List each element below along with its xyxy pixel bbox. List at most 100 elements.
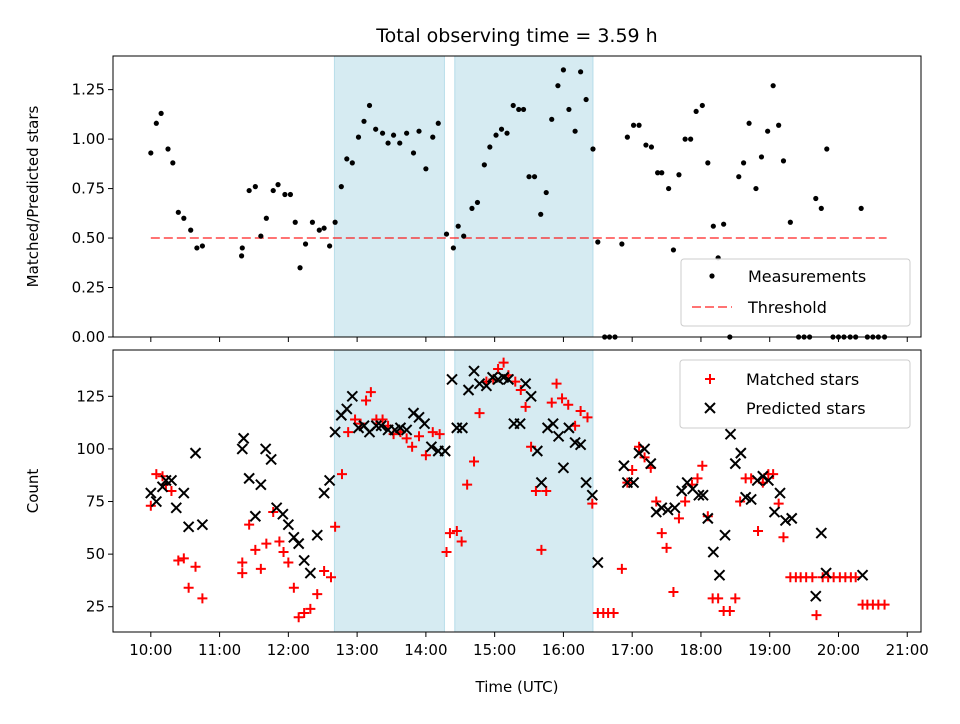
measurement-point <box>474 199 481 206</box>
y-tick-label: 125 <box>76 387 105 405</box>
chart-title: Total observing time = 3.59 h <box>375 25 657 47</box>
measurement-point <box>493 132 499 138</box>
predicted-star-point <box>265 453 277 466</box>
predicted-star-point <box>150 495 163 508</box>
measurement-point <box>270 187 276 194</box>
matched-star-point <box>319 565 330 576</box>
measurement-point <box>404 130 410 136</box>
measurement-point <box>583 96 589 103</box>
predicted-star-point <box>702 512 714 525</box>
matched-star-point <box>730 593 741 604</box>
measurement-point <box>455 223 461 229</box>
predicted-star-point <box>145 487 157 499</box>
measurement-point <box>510 102 516 109</box>
measurement-point <box>560 67 567 73</box>
predicted-star-point <box>563 422 575 434</box>
predicted-star-point <box>557 462 570 474</box>
matched-star-point <box>713 593 724 604</box>
measurement-point <box>487 144 493 150</box>
measurement-point <box>699 102 705 109</box>
matched-star-point <box>330 521 341 532</box>
predicted-star-point <box>346 390 359 403</box>
predicted-star-point <box>277 508 289 520</box>
measurement-point <box>566 106 572 113</box>
measurement-point <box>624 134 630 140</box>
predicted-star-point <box>304 567 317 579</box>
predicted-star-point <box>189 447 202 459</box>
measurement-point <box>549 116 555 122</box>
predicted-star-point <box>502 373 515 386</box>
predicted-star-point <box>810 590 822 602</box>
predicted-star-point <box>547 417 559 430</box>
legend-box <box>679 359 911 429</box>
matched-star-point <box>546 397 557 408</box>
matched-star-point <box>261 538 272 549</box>
matched-star-point <box>520 401 531 412</box>
matched-star-point <box>692 473 703 484</box>
matched-star-point <box>278 547 289 558</box>
matched-star-point <box>420 450 431 461</box>
predicted-star-point <box>779 514 792 527</box>
matched-star-point <box>768 469 779 480</box>
measurement-point <box>469 205 475 211</box>
measurement-point <box>595 239 601 245</box>
matched-star-point <box>244 519 255 530</box>
matched-star-point <box>469 456 480 467</box>
measurement-point <box>655 170 661 176</box>
predicted-star-point <box>580 476 592 489</box>
predicted-star-point <box>768 506 781 518</box>
y-tick-label: 1.25 <box>72 81 105 99</box>
matched-star-point <box>237 568 248 579</box>
measurement-point <box>636 122 642 128</box>
legend-measurements-marker <box>709 273 715 279</box>
x-tick-label: 20:00 <box>817 641 860 659</box>
predicted-star-point <box>669 502 681 514</box>
y-tick-label: 0.50 <box>72 229 105 247</box>
measurement-point <box>153 120 159 126</box>
measurement-point <box>385 140 391 146</box>
matched-star-point <box>325 572 336 583</box>
matched-star-point <box>283 557 294 568</box>
measurement-point <box>199 243 205 249</box>
predicted-star-point <box>531 445 543 457</box>
predicted-star-point <box>311 529 323 541</box>
matched-star-point <box>190 561 201 572</box>
predicted-star-point <box>439 445 451 457</box>
measurement-point <box>170 160 176 166</box>
predicted-star-point <box>255 478 267 491</box>
measurement-point <box>181 215 187 221</box>
matched-star-point <box>656 528 667 539</box>
measurement-point <box>165 146 171 152</box>
measurement-point <box>194 245 200 251</box>
predicted-star-point <box>237 432 250 445</box>
predicted-star-point <box>288 531 300 544</box>
matched-star-point <box>661 542 672 553</box>
matched-star-point <box>498 357 509 368</box>
predicted-star-point <box>645 457 657 470</box>
predicted-star-point <box>468 365 480 377</box>
measurement-point <box>555 83 561 89</box>
predicted-star-point <box>525 390 537 403</box>
matched-star-point <box>753 525 764 536</box>
measurement-point <box>520 106 527 113</box>
predicted-star-point <box>259 443 272 455</box>
measurement-point <box>504 130 510 136</box>
axes-frame <box>112 349 922 633</box>
predicted-star-point <box>856 569 869 581</box>
measurement-point <box>516 106 522 113</box>
measurement-point <box>282 191 288 198</box>
legend: Measurements Threshold <box>680 258 911 327</box>
y-axis-label: Matched/Predicted stars <box>24 106 42 288</box>
matched-star-point <box>173 555 184 566</box>
measurement-point <box>643 142 649 148</box>
predicted-star-point <box>786 512 798 525</box>
matched-star-point <box>551 378 562 389</box>
predicted-star-point <box>552 430 565 442</box>
measurement-point <box>416 128 422 134</box>
y-tick-label: 50 <box>86 545 105 563</box>
measurement-point <box>423 166 429 172</box>
measurement-point <box>676 172 682 178</box>
y-tick-label: 1.00 <box>72 130 105 148</box>
predicted-star-point <box>165 474 178 487</box>
measurement-point <box>780 158 787 164</box>
